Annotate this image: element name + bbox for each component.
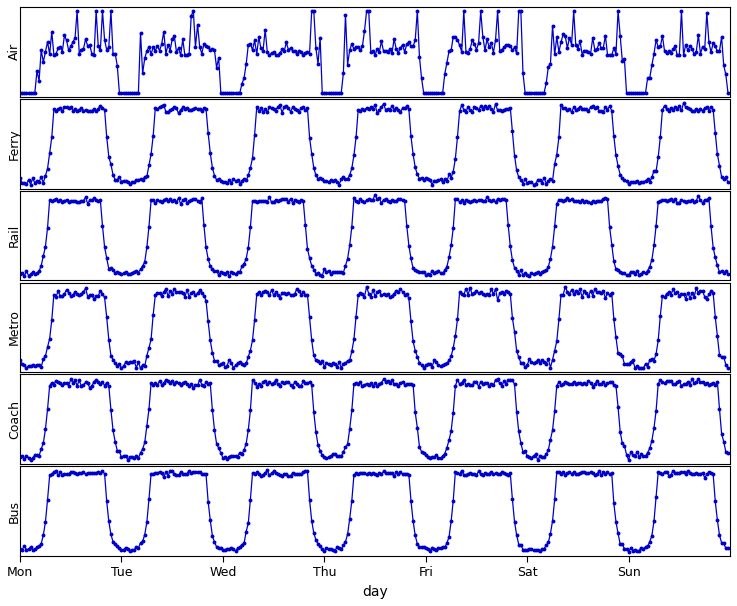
Y-axis label: Bus: Bus <box>8 500 21 523</box>
Y-axis label: Metro: Metro <box>8 310 21 345</box>
Y-axis label: Coach: Coach <box>8 400 21 439</box>
X-axis label: day: day <box>362 585 388 599</box>
Y-axis label: Ferry: Ferry <box>8 128 21 159</box>
Y-axis label: Air: Air <box>8 43 21 61</box>
Y-axis label: Rail: Rail <box>8 224 21 247</box>
